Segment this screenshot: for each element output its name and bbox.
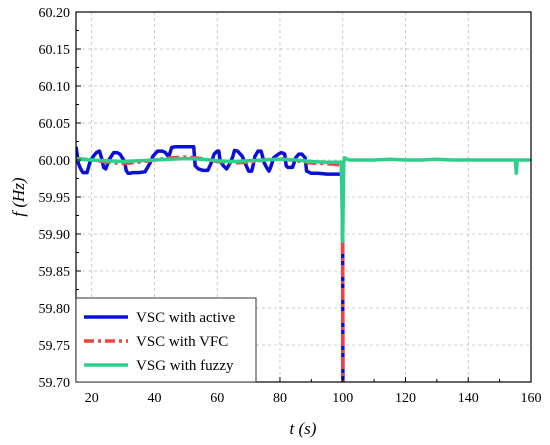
axis-ticks: 20 40 60 80 100 120 140 160 59.70 59.75 59.80 59.85… [39,6,542,406]
y-tick-label: 59.85 [39,265,71,280]
x-axis-label: t (s) [290,419,317,438]
y-axis-label: f (Hz) [9,177,28,217]
x-tick-label: 40 [147,391,161,406]
y-tick-label: 59.90 [39,228,71,243]
y-tick-label: 60.05 [39,117,71,132]
series-line-1 [76,144,345,382]
legend-label-2: VSC with VFC [136,334,228,350]
y-tick-label: 60.20 [39,6,71,21]
x-tick-label: 20 [85,391,99,406]
series-line-3 [76,156,531,244]
legend: VSC with active VSC with VFC VSG with fuzz… [75,297,257,383]
legend-label-3: VSG with fuzzy [136,358,234,374]
x-tick-label: 140 [458,391,479,406]
y-tick-label: 60.15 [39,43,71,58]
x-tick-label: 100 [332,391,353,406]
x-tick-label: 160 [521,391,542,406]
x-tick-label: 120 [395,391,416,406]
y-tick-label: 60.10 [39,80,71,95]
x-tick-label: 60 [210,391,224,406]
y-tick-label: 59.70 [39,376,71,391]
legend-label-1: VSC with active [136,310,235,326]
x-tick-label: 80 [273,391,287,406]
y-tick-label: 60.00 [39,154,71,169]
y-tick-label: 59.80 [39,302,71,317]
y-tick-label: 59.95 [39,191,71,206]
legend-box [75,297,257,383]
y-tick-label: 59.75 [39,339,71,354]
series-lines [76,144,531,382]
